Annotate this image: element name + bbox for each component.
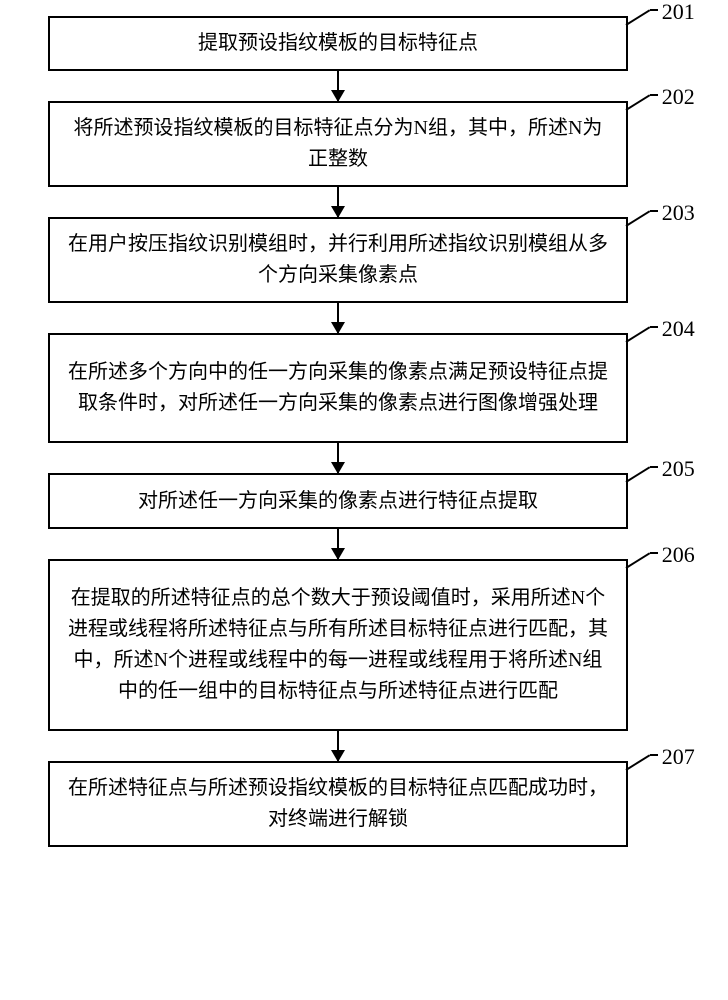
callout-line-2 — [650, 466, 658, 468]
callout-line — [625, 9, 650, 26]
step-label-text: 203 — [662, 200, 695, 226]
flow-box-text: 在所述特征点与所述预设指纹模板的目标特征点匹配成功时，对终端进行解锁 — [68, 773, 608, 835]
callout-line-2 — [650, 210, 658, 212]
step-label-205: 205 — [626, 459, 726, 489]
flow-arrow — [337, 71, 339, 101]
flowchart-container: 提取预设指纹模板的目标特征点201 将所述预设指纹模板的目标特征点分为N组，其中，… — [48, 16, 628, 847]
flow-arrow — [337, 187, 339, 217]
flow-box-201: 提取预设指纹模板的目标特征点 — [48, 16, 628, 71]
flow-box-text: 将所述预设指纹模板的目标特征点分为N组，其中，所述N为正整数 — [68, 113, 608, 175]
flow-box-203: 在用户按压指纹识别模组时，并行利用所述指纹识别模组从多个方向采集像素点 — [48, 217, 628, 303]
callout-line — [625, 210, 650, 227]
step-label-202: 202 — [626, 87, 726, 117]
flow-arrow — [337, 303, 339, 333]
flow-step-203: 在用户按压指纹识别模组时，并行利用所述指纹识别模组从多个方向采集像素点203 — [48, 217, 628, 303]
flow-box-207: 在所述特征点与所述预设指纹模板的目标特征点匹配成功时，对终端进行解锁 — [48, 761, 628, 847]
step-label-text: 206 — [662, 542, 695, 568]
step-label-text: 205 — [662, 456, 695, 482]
callout-line-2 — [650, 326, 658, 328]
step-label-204: 204 — [626, 319, 726, 349]
flow-box-204: 在所述多个方向中的任一方向采集的像素点满足预设特征点提取条件时，对所述任一方向采… — [48, 333, 628, 443]
callout-line-2 — [650, 754, 658, 756]
callout-line — [625, 326, 650, 343]
flow-arrow — [337, 529, 339, 559]
callout-line — [625, 466, 650, 483]
step-label-text: 204 — [662, 316, 695, 342]
callout-line-2 — [650, 552, 658, 554]
step-label-text: 202 — [662, 84, 695, 110]
flow-step-207: 在所述特征点与所述预设指纹模板的目标特征点匹配成功时，对终端进行解锁207 — [48, 761, 628, 847]
flow-box-text: 在提取的所述特征点的总个数大于预设阈值时，采用所述N个进程或线程将所述特征点与所… — [68, 583, 608, 707]
callout-line-2 — [650, 94, 658, 96]
flow-box-206: 在提取的所述特征点的总个数大于预设阈值时，采用所述N个进程或线程将所述特征点与所… — [48, 559, 628, 731]
flow-arrow — [337, 731, 339, 761]
flow-box-205: 对所述任一方向采集的像素点进行特征点提取 — [48, 473, 628, 529]
callout-line — [625, 754, 650, 771]
flow-box-text: 提取预设指纹模板的目标特征点 — [198, 28, 478, 59]
callout-line — [625, 552, 650, 569]
flow-step-202: 将所述预设指纹模板的目标特征点分为N组，其中，所述N为正整数202 — [48, 101, 628, 187]
callout-line — [625, 94, 650, 111]
step-label-206: 206 — [626, 545, 726, 575]
flow-step-206: 在提取的所述特征点的总个数大于预设阈值时，采用所述N个进程或线程将所述特征点与所… — [48, 559, 628, 731]
flow-box-text: 对所述任一方向采集的像素点进行特征点提取 — [138, 486, 538, 517]
flow-box-text: 在用户按压指纹识别模组时，并行利用所述指纹识别模组从多个方向采集像素点 — [68, 229, 608, 291]
step-label-text: 201 — [662, 0, 695, 25]
step-label-203: 203 — [626, 203, 726, 233]
flow-step-201: 提取预设指纹模板的目标特征点201 — [48, 16, 628, 71]
flow-box-202: 将所述预设指纹模板的目标特征点分为N组，其中，所述N为正整数 — [48, 101, 628, 187]
flow-step-205: 对所述任一方向采集的像素点进行特征点提取205 — [48, 473, 628, 529]
callout-line-2 — [650, 9, 658, 11]
step-label-201: 201 — [626, 2, 726, 32]
step-label-text: 207 — [662, 744, 695, 770]
flow-arrow — [337, 443, 339, 473]
flow-box-text: 在所述多个方向中的任一方向采集的像素点满足预设特征点提取条件时，对所述任一方向采… — [68, 357, 608, 419]
step-label-207: 207 — [626, 747, 726, 777]
flow-step-204: 在所述多个方向中的任一方向采集的像素点满足预设特征点提取条件时，对所述任一方向采… — [48, 333, 628, 443]
